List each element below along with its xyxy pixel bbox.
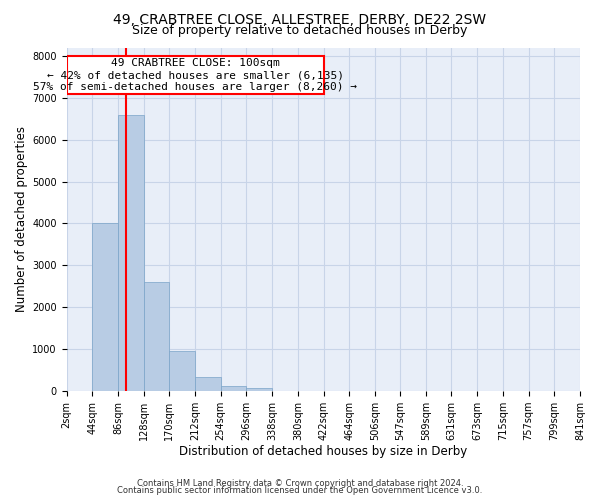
Bar bbox=[195, 378, 221, 391]
Bar bbox=[169, 352, 195, 391]
Bar bbox=[221, 386, 247, 391]
Text: Contains HM Land Registry data © Crown copyright and database right 2024.: Contains HM Land Registry data © Crown c… bbox=[137, 478, 463, 488]
Bar bbox=[247, 388, 272, 391]
Text: 57% of semi-detached houses are larger (8,260) →: 57% of semi-detached houses are larger (… bbox=[33, 82, 357, 92]
Bar bbox=[67, 56, 323, 94]
Text: Contains public sector information licensed under the Open Government Licence v3: Contains public sector information licen… bbox=[118, 486, 482, 495]
Text: Size of property relative to detached houses in Derby: Size of property relative to detached ho… bbox=[133, 24, 467, 37]
Bar bbox=[92, 224, 118, 391]
Text: 49, CRABTREE CLOSE, ALLESTREE, DERBY, DE22 2SW: 49, CRABTREE CLOSE, ALLESTREE, DERBY, DE… bbox=[113, 12, 487, 26]
Bar bbox=[143, 282, 169, 391]
Text: 49 CRABTREE CLOSE: 100sqm: 49 CRABTREE CLOSE: 100sqm bbox=[110, 58, 280, 68]
X-axis label: Distribution of detached houses by size in Derby: Distribution of detached houses by size … bbox=[179, 444, 467, 458]
Y-axis label: Number of detached properties: Number of detached properties bbox=[15, 126, 28, 312]
Text: ← 42% of detached houses are smaller (6,135): ← 42% of detached houses are smaller (6,… bbox=[47, 71, 344, 81]
Bar bbox=[118, 114, 143, 391]
